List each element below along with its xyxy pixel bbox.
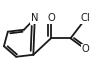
Text: N: N <box>31 13 39 23</box>
Text: O: O <box>47 13 55 23</box>
Text: Cl: Cl <box>81 13 91 23</box>
Text: O: O <box>82 44 90 55</box>
